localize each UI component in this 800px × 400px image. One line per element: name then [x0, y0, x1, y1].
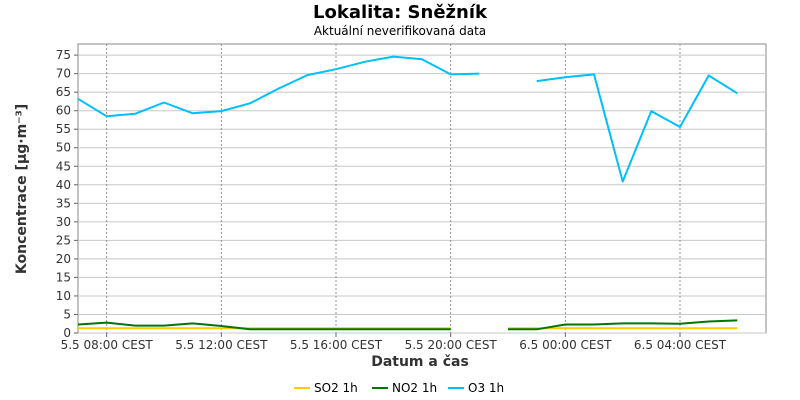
x-axis: 5.5 08:00 CEST 5.5 12:00 CEST 5.5 16:00 CE…	[61, 333, 727, 352]
y-tick-label: 70	[56, 67, 71, 81]
x-tick-label: 5.5 08:00 CEST	[61, 338, 154, 352]
y-axis: 0 5 10 15 20 25 30 35 40 45 50 55 60 65 70 75	[56, 48, 78, 340]
y-tick-label: 55	[56, 122, 71, 136]
y-tick-label: 5	[63, 307, 71, 321]
y-tick-label: 25	[56, 233, 71, 247]
series-line-no2-1h	[77, 321, 451, 331]
legend-label-o3-1h: O3 1h	[468, 381, 504, 395]
y-tick-label: 15	[56, 270, 71, 284]
x-tick-label: 6.5 04:00 CEST	[634, 338, 727, 352]
chart-subtitle: Aktuální neverifikovaná data	[314, 24, 486, 38]
legend: SO2 1h NO2 1h O3 1h	[294, 381, 504, 395]
x-tick-label: 6.5 00:00 CEST	[519, 338, 612, 352]
chart-title: Lokalita: Sněžník	[313, 2, 488, 23]
y-tick-label: 60	[56, 104, 71, 118]
y-tick-label: 20	[56, 252, 71, 266]
y-tick-label: 40	[56, 178, 71, 192]
y-tick-label: 0	[63, 326, 71, 340]
y-tick-label: 30	[56, 215, 71, 229]
y-tick-label: 75	[56, 48, 71, 62]
series-line-o3-1h	[77, 55, 480, 118]
plot-area	[77, 43, 767, 334]
y-tick-label: 65	[56, 85, 71, 99]
y-tick-label: 45	[56, 159, 71, 173]
series-lines	[77, 55, 738, 331]
y-tick-label: 50	[56, 141, 71, 155]
y-axis-label: Koncentrace [µg·m⁻³]	[14, 104, 30, 274]
series-line-o3-1h	[536, 73, 738, 183]
series-line-no2-1h	[508, 319, 738, 331]
legend-label-no2-1h: NO2 1h	[392, 381, 437, 395]
y-tick-label: 10	[56, 289, 71, 303]
x-axis-label: Datum a čas	[371, 354, 469, 370]
x-tick-label: 5.5 20:00 CEST	[405, 338, 498, 352]
y-tick-label: 35	[56, 196, 71, 210]
x-tick-label: 5.5 12:00 CEST	[175, 338, 268, 352]
legend-label-so2-1h: SO2 1h	[314, 381, 358, 395]
x-tick-label: 5.5 16:00 CEST	[290, 338, 383, 352]
